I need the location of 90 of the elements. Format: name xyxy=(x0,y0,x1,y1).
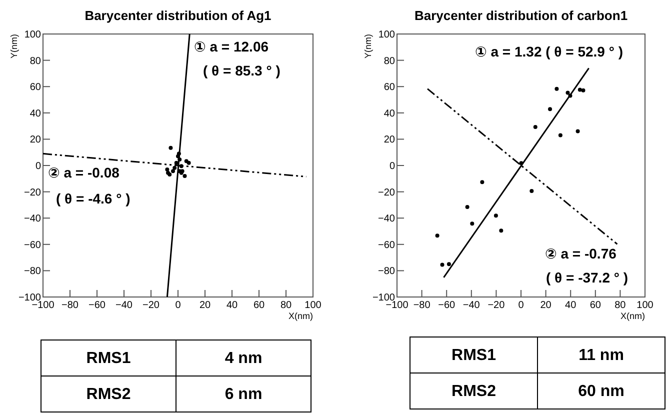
chart-title: Barycenter distribution of Ag1 xyxy=(84,8,272,23)
point xyxy=(494,214,498,218)
y-axis-title: Y(nm) xyxy=(363,34,373,58)
point xyxy=(530,189,534,194)
y-tick-label: −80 xyxy=(378,266,396,278)
text: 11 nm xyxy=(578,347,624,364)
y-tick-label: 60 xyxy=(30,82,42,94)
x-tick-label: 20 xyxy=(199,300,211,311)
point xyxy=(480,180,484,184)
point xyxy=(465,205,470,210)
x-tick-label: −20 xyxy=(488,300,506,311)
point xyxy=(182,174,187,178)
text: 4 nm xyxy=(224,350,262,368)
annotation: ② a = -0.08 xyxy=(48,164,120,181)
x-tick-label: −40 xyxy=(462,300,480,311)
point xyxy=(470,222,474,226)
point xyxy=(178,157,182,162)
x-tick-label: 60 xyxy=(253,300,265,311)
point xyxy=(533,124,538,129)
point xyxy=(578,88,582,92)
x-tick-label: 20 xyxy=(540,300,552,311)
text: 60 nm xyxy=(578,383,624,400)
x-tick-label: −80 xyxy=(413,300,431,311)
point xyxy=(165,167,170,172)
y-tick-label: −80 xyxy=(24,266,42,278)
point xyxy=(499,228,504,233)
y-tick-label: 40 xyxy=(30,108,42,120)
x-tick-label: 80 xyxy=(614,300,626,311)
text: RMS2 xyxy=(86,386,131,404)
point xyxy=(446,262,451,266)
point xyxy=(174,160,178,165)
x-tick-label: −40 xyxy=(116,300,133,311)
x-axis-title: X(nm) xyxy=(620,311,645,321)
annotation: ( θ = -4.6 ° ) xyxy=(56,190,130,207)
annotation: ② a = -0.76 xyxy=(545,246,617,262)
point xyxy=(519,161,524,166)
x-tick-label: 100 xyxy=(304,300,322,311)
point xyxy=(566,90,570,95)
text: RMS2 xyxy=(452,383,496,400)
point xyxy=(435,234,440,238)
annotation: ① a = 12.06 xyxy=(194,38,269,55)
point xyxy=(186,160,191,165)
x-tick-label: 0 xyxy=(518,300,524,311)
y-tick-label: −40 xyxy=(24,214,42,225)
y-tick-label: 80 xyxy=(30,56,42,67)
y-tick-label: 0 xyxy=(35,161,42,172)
point xyxy=(548,107,552,112)
x-tick-label: −60 xyxy=(438,300,456,311)
y-tick-label: 100 xyxy=(378,30,396,40)
y-tick-label: −40 xyxy=(378,214,396,225)
x-axis-title: X(nm) xyxy=(288,311,313,321)
x-tick-label: 40 xyxy=(565,300,577,311)
y-tick-label: −60 xyxy=(378,240,396,251)
y-tick-label: −20 xyxy=(378,187,396,198)
point xyxy=(581,88,586,92)
x-tick-label: 40 xyxy=(226,300,238,311)
point xyxy=(168,146,173,150)
annotation: ( θ = 85.3 ° ) xyxy=(203,62,280,79)
x-tick-label: −80 xyxy=(62,300,79,311)
point xyxy=(568,94,572,98)
y-tick-label: 0 xyxy=(389,161,396,172)
point xyxy=(558,133,562,138)
point xyxy=(176,152,181,156)
y-tick-label: −20 xyxy=(24,187,42,198)
x-tick-label: −20 xyxy=(142,300,160,311)
y-tick-label: 100 xyxy=(24,30,42,40)
x-tick-label: 60 xyxy=(590,300,602,311)
y-tick-label: 20 xyxy=(384,134,396,146)
text: RMS1 xyxy=(452,347,496,364)
text: 6 nm xyxy=(224,386,262,404)
annotation: ( θ = -37.2 ° ) xyxy=(546,270,628,286)
point xyxy=(440,262,444,267)
y-axis-title: Y(nm) xyxy=(9,34,19,58)
chart-title: Barycenter distribution of carbon1 xyxy=(414,8,628,23)
annotation: ① a = 1.32 ( θ = 52.9 ° ) xyxy=(475,44,623,60)
point xyxy=(172,166,177,170)
point xyxy=(576,129,580,134)
point xyxy=(554,86,559,91)
y-tick-label: 40 xyxy=(384,108,396,120)
y-tick-label: 20 xyxy=(30,134,42,146)
text: RMS1 xyxy=(86,350,131,368)
y-tick-label: −60 xyxy=(24,240,42,251)
x-tick-label: 0 xyxy=(175,300,182,311)
y-tick-label: 60 xyxy=(384,82,396,94)
point xyxy=(179,164,184,168)
point xyxy=(171,169,176,174)
x-tick-label: 100 xyxy=(636,300,654,311)
x-tick-label: −60 xyxy=(88,300,106,311)
y-tick-label: 80 xyxy=(384,56,396,67)
x-tick-label: 80 xyxy=(280,300,292,311)
